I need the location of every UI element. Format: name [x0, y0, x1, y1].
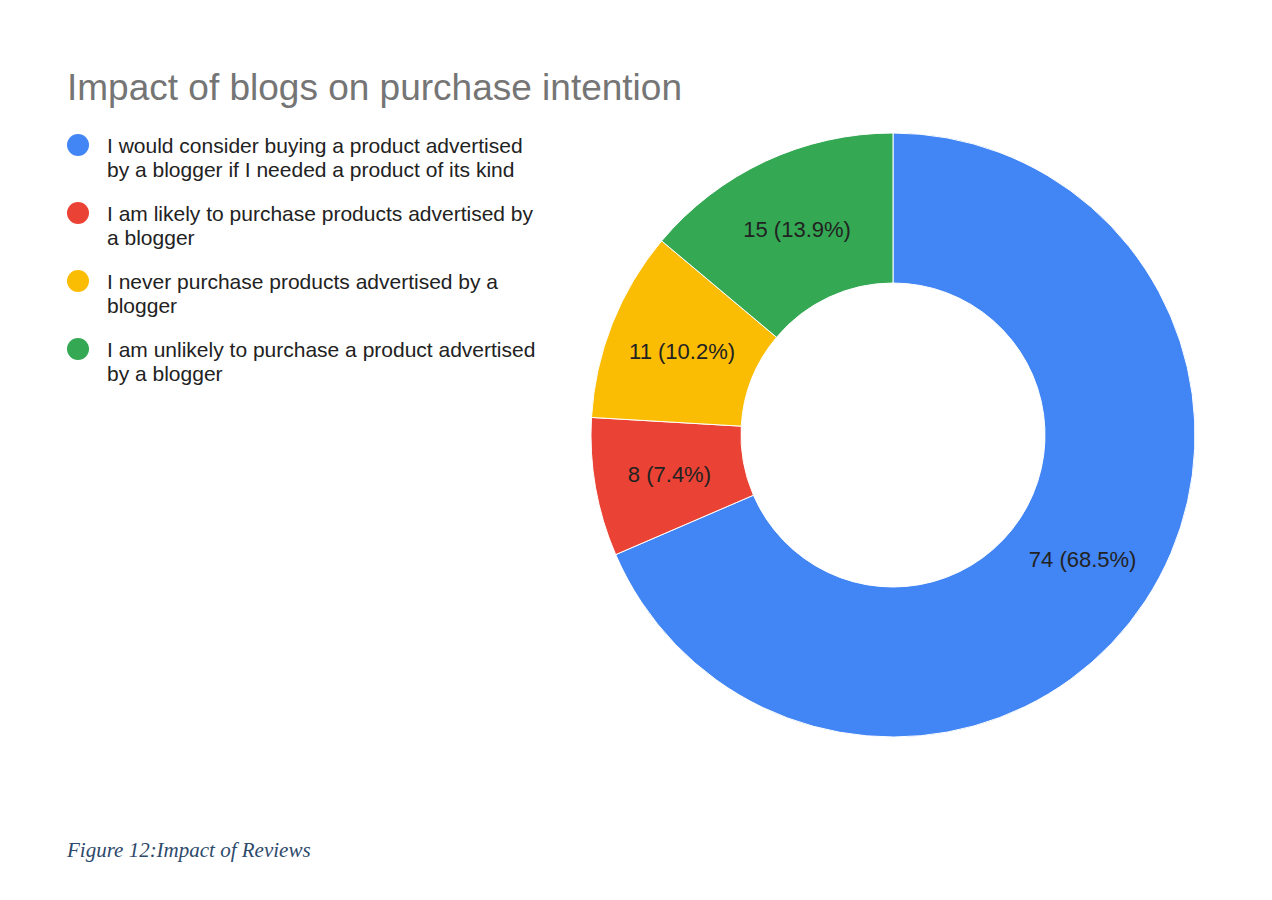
legend-label-line: I am unlikely to purchase a product adve…	[107, 338, 535, 361]
data-label: 11 (10.2%)	[629, 339, 735, 364]
data-label: 8 (7.4%)	[628, 462, 711, 487]
legend-swatch	[67, 338, 89, 360]
legend-label: I am unlikely to purchase a product adve…	[107, 338, 535, 385]
legend-label: I never purchase products advertised by …	[107, 270, 498, 317]
legend-swatch	[67, 270, 89, 292]
legend-swatch	[67, 202, 89, 224]
legend-label-line: I am likely to purchase products adverti…	[107, 202, 534, 225]
legend-label-line: blogger	[107, 294, 177, 317]
chart-svg: Impact of blogs on purchase intention Fig…	[0, 0, 1272, 900]
legend-label-line: by a blogger if I needed a product of it…	[107, 158, 514, 181]
legend: I would consider buying a product advert…	[67, 134, 535, 385]
legend-label: I would consider buying a product advert…	[107, 134, 523, 181]
slices	[591, 133, 1195, 737]
data-label: 74 (68.5%)	[1029, 547, 1137, 572]
figure-caption: Figure 12:Impact of Reviews	[66, 838, 311, 862]
donut-slice	[662, 133, 893, 337]
background	[0, 0, 1272, 900]
donut-slice	[591, 417, 753, 554]
data-labels: 74 (68.5%) 8 (7.4%) 11 (10.2%) 15 (13.9%)	[628, 217, 1137, 572]
legend-swatch	[67, 134, 89, 156]
legend-label-line: by a blogger	[107, 362, 223, 385]
legend-label-line: I would consider buying a product advert…	[107, 134, 523, 157]
chart-root: Impact of blogs on purchase intention Fig…	[0, 0, 1272, 900]
legend-label-line: a blogger	[107, 226, 195, 249]
chart-title: Impact of blogs on purchase intention	[67, 67, 682, 108]
data-label: 15 (13.9%)	[743, 217, 851, 242]
legend-label-line: I never purchase products advertised by …	[107, 270, 498, 293]
legend-label: I am likely to purchase products adverti…	[107, 202, 534, 249]
